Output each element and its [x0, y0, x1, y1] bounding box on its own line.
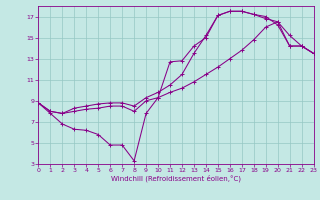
- X-axis label: Windchill (Refroidissement éolien,°C): Windchill (Refroidissement éolien,°C): [111, 175, 241, 182]
